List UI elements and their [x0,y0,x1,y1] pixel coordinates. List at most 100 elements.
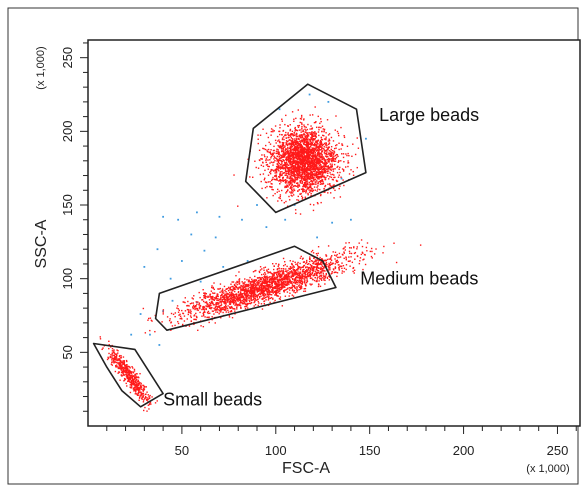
bead-point [331,262,334,265]
bead-point [305,126,307,129]
bead-point [297,165,300,167]
bead-point [296,288,298,291]
bead-point [278,284,280,286]
bead-point [276,152,279,154]
bead-point [301,172,304,175]
bead-point [267,136,270,139]
bead-point [205,308,207,311]
bead-point [317,185,319,187]
bead-point [395,261,398,264]
bead-point [329,158,331,160]
bead-point [318,169,320,171]
bead-point [313,266,316,268]
bead-point [291,192,294,194]
debris-point [308,93,311,96]
bead-point [327,245,330,247]
bead-point [295,185,297,187]
bead-point [299,287,302,289]
bead-point [296,174,298,176]
bead-point [305,174,307,177]
bead-point [290,275,292,277]
bead-point [288,195,290,198]
bead-point [330,159,333,161]
bead-point [218,312,220,315]
bead-point [291,165,293,167]
bead-point [201,299,203,301]
bead-point [251,278,253,281]
bead-point [352,270,354,273]
bead-point [305,129,307,132]
bead-point [300,135,302,137]
debris-point [241,218,243,221]
bead-point [300,154,302,156]
bead-point [309,273,312,275]
bead-point [177,311,180,313]
bead-point [271,178,274,181]
bead-point [258,280,260,282]
bead-point [277,166,279,168]
bead-point [231,285,233,288]
bead-point [352,267,354,270]
bead-point [265,296,267,298]
bead-point [419,244,422,246]
bead-point [320,201,322,204]
bead-point [301,160,303,162]
bead-point [260,288,262,291]
bead-point [321,143,323,146]
bead-point [259,173,262,176]
bead-point [330,168,332,170]
bead-point [323,166,325,168]
bead-point [313,177,315,179]
bead-point [308,181,310,184]
bead-point [238,304,240,306]
bead-point [298,158,300,160]
bead-point [275,168,278,170]
bead-point [262,173,265,175]
bead-point [263,290,265,292]
bead-point [310,180,312,183]
bead-point [303,132,305,135]
bead-point [297,137,300,140]
bead-point [282,282,285,285]
bead-point [315,252,318,255]
bead-point [279,290,281,292]
bead-point [310,151,313,154]
bead-point [227,296,229,298]
bead-point [319,274,321,277]
bead-point [338,174,340,176]
bead-point [293,120,295,123]
bead-point [339,256,342,258]
bead-point [317,150,319,152]
bead-point [304,181,307,184]
bead-point [299,182,302,184]
bead-point [312,209,315,212]
bead-point [267,271,270,273]
bead-point [312,163,315,166]
bead-point [244,302,246,305]
bead-point [253,287,256,289]
bead-point [284,279,286,281]
bead-point [247,293,249,295]
bead-point [331,159,334,162]
bead-point [336,166,338,169]
bead-point [291,188,293,191]
bead-point [266,269,268,271]
bead-point [262,297,265,299]
bead-point [177,308,180,310]
bead-point [328,166,330,169]
bead-point [337,264,340,266]
bead-point [252,176,254,178]
bead-point [257,289,260,291]
bead-point [253,294,256,296]
bead-point [307,187,309,190]
bead-point [361,245,364,248]
bead-point [259,288,261,290]
bead-point [316,262,318,264]
bead-point [300,177,302,180]
bead-point [288,152,290,154]
bead-point [298,161,300,163]
bead-point [304,168,306,170]
bead-point [274,125,277,127]
bead-point [301,152,304,155]
bead-point [319,163,322,166]
